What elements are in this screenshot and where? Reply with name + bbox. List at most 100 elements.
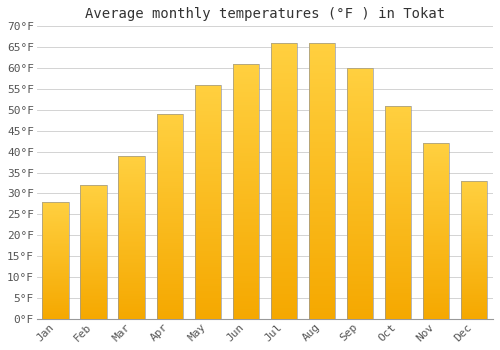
Bar xyxy=(80,296,107,297)
Bar xyxy=(346,201,374,203)
Bar xyxy=(384,242,411,244)
Bar xyxy=(460,302,487,304)
Bar xyxy=(270,134,297,137)
Bar xyxy=(80,212,107,213)
Bar xyxy=(422,254,450,256)
Bar xyxy=(42,231,69,232)
Bar xyxy=(80,248,107,249)
Bar xyxy=(346,218,374,221)
Bar xyxy=(156,216,183,218)
Bar xyxy=(460,187,487,188)
Bar xyxy=(194,251,221,253)
Bar xyxy=(308,239,335,241)
Bar xyxy=(194,87,221,90)
Bar xyxy=(384,302,411,304)
Bar xyxy=(194,120,221,122)
Bar xyxy=(42,203,69,204)
Bar xyxy=(156,161,183,163)
Bar xyxy=(194,164,221,167)
Bar xyxy=(270,192,297,195)
Bar xyxy=(42,247,69,248)
Bar xyxy=(42,302,69,304)
Bar xyxy=(194,293,221,295)
Bar xyxy=(460,181,487,319)
Bar xyxy=(118,254,145,255)
Bar xyxy=(194,141,221,143)
Bar xyxy=(422,259,450,261)
Bar xyxy=(308,142,335,145)
Bar xyxy=(270,297,297,300)
Bar xyxy=(270,170,297,173)
Bar xyxy=(384,280,411,283)
Bar xyxy=(194,237,221,239)
Bar xyxy=(308,51,335,54)
Bar xyxy=(194,181,221,183)
Bar xyxy=(42,299,69,300)
Bar xyxy=(118,200,145,202)
Bar xyxy=(118,265,145,267)
Bar xyxy=(346,166,374,168)
Bar xyxy=(308,266,335,269)
Bar xyxy=(346,276,374,279)
Bar xyxy=(270,217,297,219)
Bar xyxy=(118,179,145,180)
Bar xyxy=(270,206,297,209)
Bar xyxy=(308,310,335,313)
Bar xyxy=(156,256,183,258)
Bar xyxy=(42,228,69,229)
Bar xyxy=(118,184,145,185)
Bar xyxy=(422,145,450,147)
Bar xyxy=(194,172,221,174)
Bar xyxy=(346,312,374,314)
Bar xyxy=(346,251,374,254)
Bar xyxy=(156,229,183,231)
Bar xyxy=(270,76,297,79)
Bar xyxy=(194,186,221,188)
Bar xyxy=(422,177,450,178)
Bar xyxy=(308,131,335,134)
Bar xyxy=(270,269,297,272)
Bar xyxy=(460,288,487,290)
Bar xyxy=(232,184,259,186)
Bar xyxy=(80,195,107,196)
Bar xyxy=(422,250,450,252)
Bar xyxy=(422,161,450,163)
Bar xyxy=(346,138,374,141)
Bar xyxy=(194,204,221,206)
Bar xyxy=(384,310,411,313)
Bar xyxy=(80,200,107,201)
Bar xyxy=(270,219,297,222)
Bar xyxy=(384,274,411,276)
Bar xyxy=(156,200,183,202)
Bar xyxy=(232,311,259,314)
Bar xyxy=(232,214,259,217)
Bar xyxy=(346,93,374,96)
Bar xyxy=(118,192,145,193)
Bar xyxy=(42,223,69,224)
Bar xyxy=(118,309,145,311)
Bar xyxy=(346,116,374,118)
Bar xyxy=(384,248,411,251)
Bar xyxy=(232,130,259,133)
Bar xyxy=(422,236,450,238)
Bar xyxy=(460,214,487,216)
Bar xyxy=(156,122,183,124)
Bar xyxy=(384,144,411,146)
Bar xyxy=(80,255,107,256)
Bar xyxy=(42,267,69,268)
Bar xyxy=(194,193,221,195)
Bar xyxy=(42,241,69,243)
Bar xyxy=(308,62,335,65)
Bar xyxy=(80,304,107,306)
Bar xyxy=(194,248,221,251)
Bar xyxy=(80,253,107,255)
Bar xyxy=(270,49,297,51)
Bar xyxy=(194,298,221,300)
Bar xyxy=(156,280,183,282)
Bar xyxy=(194,122,221,125)
Bar xyxy=(270,214,297,217)
Bar xyxy=(422,265,450,266)
Bar xyxy=(384,199,411,202)
Bar xyxy=(80,265,107,267)
Bar xyxy=(232,181,259,184)
